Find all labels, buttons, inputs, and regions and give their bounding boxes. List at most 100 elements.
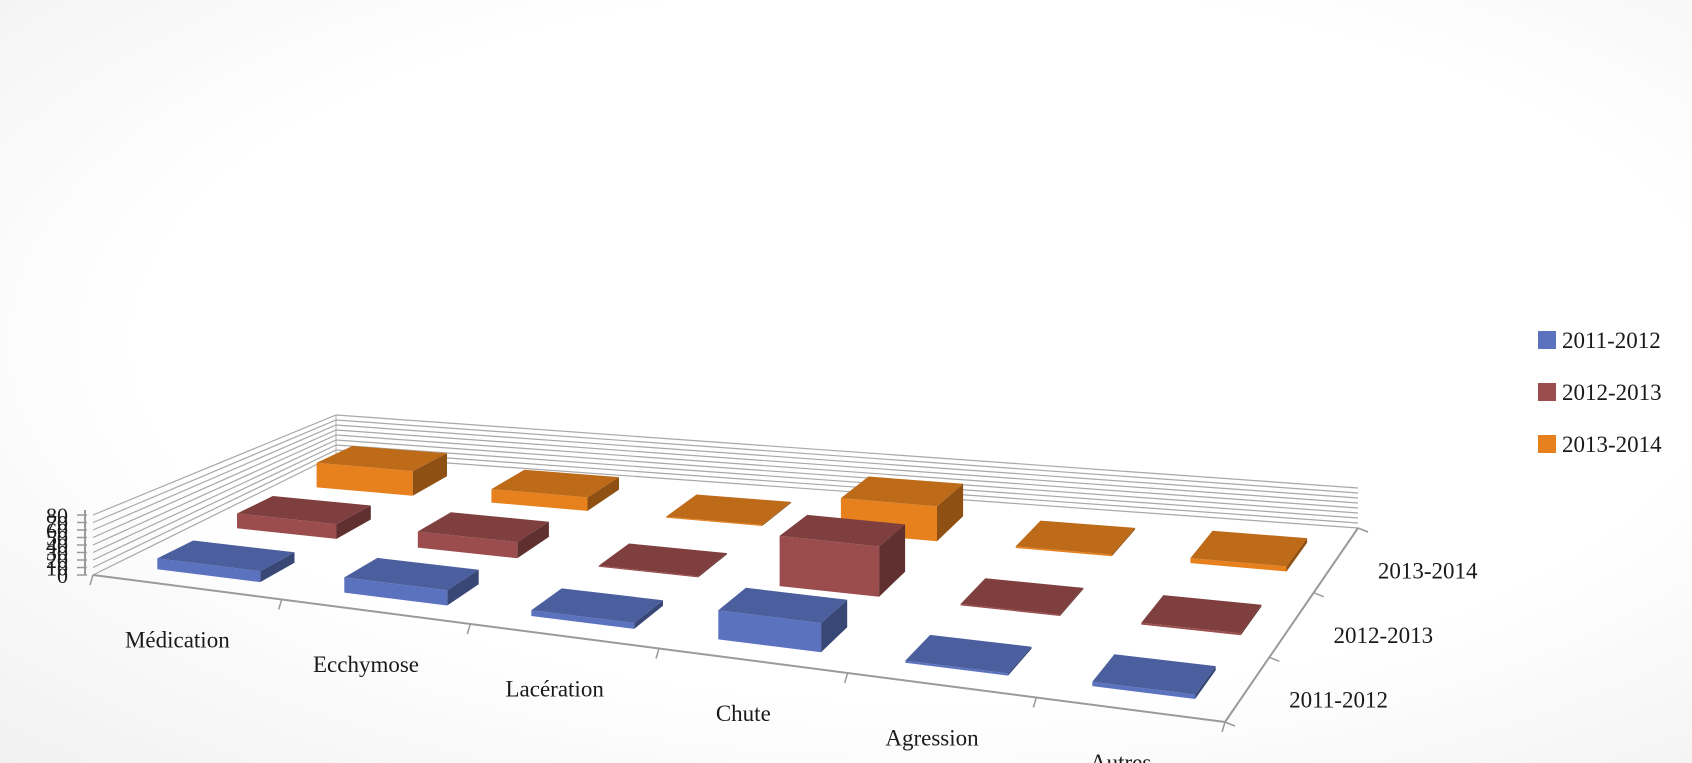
bar-side	[879, 524, 906, 597]
legend-swatch	[1538, 435, 1556, 453]
bar-front	[157, 558, 261, 583]
bar-top	[905, 634, 1032, 674]
legend-label: 2013-2014	[1562, 432, 1662, 457]
bar-front	[531, 610, 635, 629]
bar-front	[1015, 546, 1112, 557]
category-label: Autres	[1090, 750, 1151, 763]
bar-top	[779, 514, 906, 547]
y-tick-label: 50	[46, 526, 68, 551]
y-tick-label: 40	[46, 533, 68, 558]
category-label: Ecchymose	[313, 652, 419, 677]
bar-front	[666, 516, 763, 526]
y-tick-label: 70	[46, 511, 68, 536]
bar-side	[260, 552, 295, 583]
bar	[316, 446, 447, 496]
bar	[417, 512, 549, 559]
legend-label: 2012-2013	[1562, 380, 1662, 405]
bar-top	[1015, 520, 1136, 555]
depth-axis-line	[1224, 527, 1359, 723]
bar-front	[1141, 622, 1241, 636]
bar	[598, 543, 727, 578]
y-tick-label: 20	[46, 548, 68, 573]
depth-tick	[1313, 591, 1324, 598]
bar	[960, 578, 1084, 616]
legend-swatch	[1538, 383, 1556, 401]
bar-side	[698, 553, 727, 578]
bar-front	[1092, 681, 1196, 699]
bar	[666, 494, 792, 526]
y-tick-label: 10	[46, 556, 68, 581]
bar	[344, 557, 479, 606]
bar-side	[1195, 666, 1216, 699]
bar-side	[517, 521, 549, 559]
depth-label: 2013-2014	[1378, 558, 1478, 583]
bar-side	[587, 477, 619, 511]
bar-top	[237, 496, 371, 525]
bar-top	[718, 587, 848, 624]
bars	[157, 446, 1308, 699]
bar-front	[491, 489, 588, 511]
bar-front	[779, 535, 880, 597]
bar-front	[718, 610, 822, 653]
gridlines	[92, 414, 1359, 576]
y-tick-label: 0	[57, 563, 68, 588]
bar-side	[762, 501, 792, 526]
bar	[531, 588, 663, 629]
category-label: Chute	[716, 701, 771, 726]
bar-top	[1092, 654, 1216, 695]
bar-top	[531, 588, 663, 623]
depth-tick	[1357, 527, 1369, 533]
bar-front	[1190, 558, 1287, 572]
depth-label: 2011-2012	[1289, 688, 1388, 713]
y-tick-label: 60	[46, 518, 68, 543]
bar	[1141, 595, 1262, 636]
bar	[491, 469, 619, 511]
bar-top	[157, 540, 295, 572]
bar-side	[821, 599, 848, 653]
category-label: Agression	[885, 725, 979, 750]
bar-side	[336, 505, 371, 539]
legend-swatch	[1538, 331, 1556, 349]
y-tick-label: 80	[46, 503, 68, 528]
bar-top	[1190, 530, 1308, 567]
bar	[905, 634, 1032, 676]
x-tick	[655, 648, 660, 659]
x-tick	[466, 623, 472, 635]
bar-top	[417, 512, 549, 543]
bar	[779, 514, 906, 597]
bar	[157, 540, 295, 583]
legend-label: 2011-2012	[1562, 328, 1661, 353]
x-tick	[89, 574, 94, 586]
bar	[1092, 654, 1216, 699]
bar-front	[237, 513, 337, 539]
bar-front	[598, 565, 699, 578]
bar-side	[412, 453, 447, 496]
bar-front	[905, 660, 1009, 676]
bar-top	[960, 578, 1084, 615]
y-tick-label: 30	[46, 541, 68, 566]
bar-top	[840, 476, 964, 507]
category-label: Lacération	[506, 676, 605, 701]
bar-front	[344, 577, 448, 606]
category-label: Médication	[125, 627, 230, 652]
bar-top	[598, 543, 727, 577]
bar-top	[1141, 595, 1262, 634]
bar-top	[344, 557, 479, 591]
bar-top	[666, 494, 792, 525]
bar-top	[491, 469, 619, 498]
x-tick	[1221, 721, 1226, 733]
bar-side	[1008, 646, 1032, 676]
bar-side	[1060, 587, 1084, 616]
bar-side	[634, 600, 663, 629]
bar-side	[447, 569, 479, 606]
bar	[1015, 520, 1136, 557]
bar-side	[1240, 604, 1262, 636]
depth-tick	[1224, 721, 1236, 727]
x-tick	[277, 599, 283, 610]
bar-side	[1111, 527, 1136, 557]
depth-tick	[1269, 656, 1280, 663]
bar-top	[316, 446, 447, 472]
